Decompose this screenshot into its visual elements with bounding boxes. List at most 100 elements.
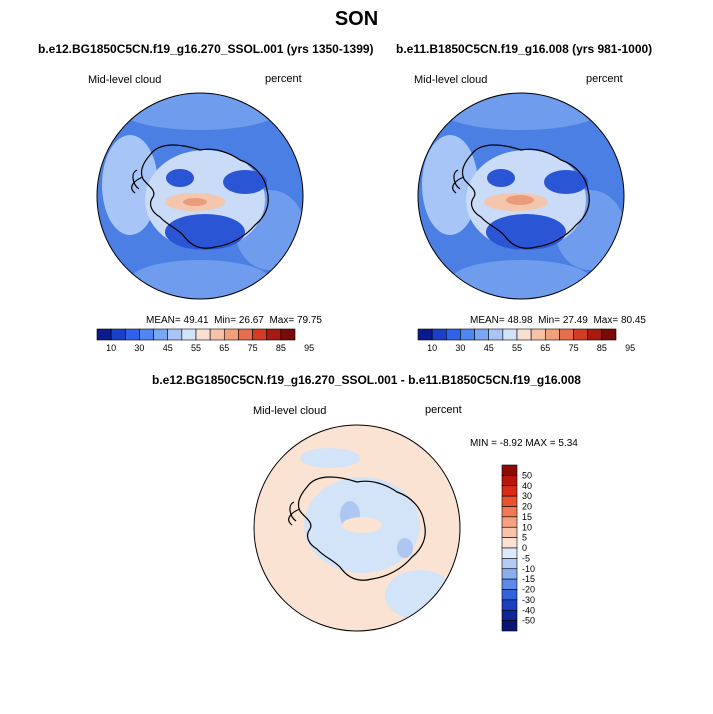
diff-colorbar-box — [501, 578, 518, 590]
diff-colorbar-box — [501, 547, 518, 559]
left-map-center-low — [166, 169, 194, 187]
diff-colorbar-box — [501, 485, 518, 497]
diff-colorbar-box — [501, 620, 518, 632]
left-colorbar-label: 55 — [191, 343, 201, 353]
diff-colorbar-label: 50 — [522, 470, 532, 480]
left-min-value: 26.67 — [238, 315, 264, 326]
right-map-warm-core — [506, 195, 534, 205]
diff-min-label: MIN = — [470, 438, 497, 449]
right-mean-value: 48.98 — [507, 315, 533, 326]
diff-colorbar-box — [501, 558, 518, 570]
left-max-label: Max= — [269, 315, 295, 326]
figure-title: SON — [334, 8, 379, 30]
right-colorbar-label: 85 — [597, 343, 607, 353]
diff-map-blue-north — [300, 448, 360, 468]
right-colorbar-box — [431, 328, 447, 341]
diff-map-warm-patch — [342, 517, 382, 533]
right-min-label: Min= — [538, 315, 561, 326]
left-colorbar-box — [195, 328, 211, 341]
diff-colorbar-label: -20 — [522, 585, 535, 595]
right-colorbar-label: 55 — [512, 343, 522, 353]
right-colorbar-box — [516, 328, 532, 341]
diff-panel-title: b.e12.BG1850C5CN.f19_g16.270_SSOL.001 - … — [152, 373, 581, 387]
diff-colorbar-label: 5 — [522, 533, 527, 543]
right-panel-stats: MEAN= 48.98 Min= 27.49 Max= 80.45 — [470, 315, 646, 326]
right-colorbar: 10 30 45 55 65 75 85 95 — [417, 328, 635, 353]
left-map-band-south — [130, 260, 270, 299]
left-colorbar-label: 75 — [248, 343, 258, 353]
diff-panel-variable: Mid-level cloud — [253, 405, 327, 417]
diff-colorbar-box — [501, 609, 518, 621]
diff-map-blue-southeast — [385, 570, 455, 620]
left-panel-units: percent — [265, 73, 302, 85]
diff-max-label: MAX = — [525, 438, 556, 449]
diff-panel-stats: MIN = -8.92 MAX = 5.34 — [470, 438, 578, 449]
diff-colorbar-label: 30 — [522, 491, 532, 501]
diff-map-border — [253, 424, 461, 632]
right-colorbar-box — [460, 328, 475, 341]
right-colorbar-box — [502, 328, 518, 341]
left-colorbar-label: 65 — [219, 343, 229, 353]
right-colorbar-box — [587, 328, 603, 341]
left-colorbar-label: 45 — [163, 343, 173, 353]
diff-colorbar-box — [501, 568, 518, 580]
diff-map — [254, 425, 460, 631]
right-colorbar-box — [530, 328, 546, 341]
diff-colorbar-box — [501, 516, 518, 528]
diff-colorbar-box — [501, 464, 518, 476]
right-panel-variable: Mid-level cloud — [414, 74, 488, 86]
right-colorbar-box — [601, 328, 617, 341]
diff-colorbar-box — [501, 599, 518, 611]
right-min-value: 27.49 — [562, 315, 588, 326]
diff-colorbar-box — [501, 495, 518, 507]
left-colorbar-box — [96, 328, 112, 341]
diff-colorbar-box — [501, 526, 518, 538]
diff-colorbar-label: -50 — [522, 616, 535, 626]
left-colorbar-box — [209, 328, 225, 341]
left-colorbar-box — [266, 328, 282, 341]
right-colorbar-label: 95 — [625, 343, 635, 353]
left-map — [97, 93, 303, 299]
left-mean-value: 49.41 — [183, 315, 209, 326]
left-map-warm-core — [183, 198, 207, 206]
right-map-east-low — [544, 170, 588, 194]
right-colorbar-label: 45 — [484, 343, 494, 353]
diff-colorbar-label: -40 — [522, 605, 535, 615]
left-map-west-pale — [102, 135, 158, 235]
right-colorbar-box — [488, 328, 504, 341]
diff-colorbar-box — [501, 475, 518, 487]
diff-max-value: 5.34 — [558, 438, 578, 449]
left-panel-title: b.e12.BG1850C5CN.f19_g16.270_SSOL.001 (y… — [38, 42, 374, 56]
left-map-east-low — [223, 170, 267, 194]
diff-colorbar-box — [501, 506, 518, 518]
diff-panel-units: percent — [425, 404, 462, 416]
right-panel-units: percent — [586, 73, 623, 85]
left-colorbar-box — [153, 328, 169, 341]
diff-colorbar-label: 0 — [522, 543, 527, 553]
diff-colorbar-label: 20 — [522, 502, 532, 512]
diff-colorbar-label: -10 — [522, 564, 535, 574]
diff-map-blue-core2 — [397, 538, 413, 558]
left-colorbar: 10 30 45 55 65 75 85 95 — [96, 328, 314, 353]
diff-colorbar-label: 10 — [522, 522, 532, 532]
left-colorbar-box — [110, 328, 126, 341]
right-panel-title: b.e11.B1850C5CN.f19_g16.008 (yrs 981-100… — [396, 42, 653, 56]
left-colorbar-box — [223, 328, 239, 341]
right-map-band-south — [451, 260, 591, 299]
right-map-center-low — [487, 169, 515, 187]
right-colorbar-label: 10 — [427, 343, 437, 353]
right-colorbar-box — [417, 328, 433, 341]
left-panel-variable: Mid-level cloud — [88, 74, 162, 86]
left-mean-label: MEAN= — [146, 315, 181, 326]
left-colorbar-label: 95 — [304, 343, 314, 353]
diff-colorbar-label: 40 — [522, 481, 532, 491]
left-panel-stats: MEAN= 49.41 Min= 26.67 Max= 79.75 — [146, 315, 322, 326]
right-colorbar-box — [445, 328, 461, 341]
diff-colorbar-box — [501, 537, 518, 549]
right-max-value: 80.45 — [620, 315, 646, 326]
right-map-west-pale — [422, 135, 478, 235]
diff-colorbar-label: 15 — [522, 512, 532, 522]
diff-colorbar-label: -30 — [522, 595, 535, 605]
